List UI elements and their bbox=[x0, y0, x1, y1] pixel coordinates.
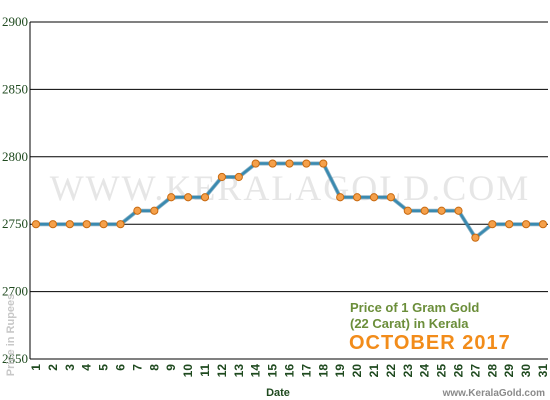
data-point bbox=[99, 220, 108, 229]
x-tick-label: 29 bbox=[502, 364, 516, 378]
x-tick-label: 6 bbox=[114, 364, 128, 371]
data-point bbox=[336, 193, 345, 202]
x-tick-label: 9 bbox=[164, 364, 178, 371]
data-point bbox=[522, 220, 531, 229]
series-layer bbox=[31, 159, 548, 242]
source-credit: www.KeralaGold.com bbox=[442, 388, 546, 399]
x-tick-label: 11 bbox=[198, 364, 212, 377]
chart-period: OCTOBER 2017 bbox=[349, 332, 511, 354]
x-tick-label: 22 bbox=[384, 364, 398, 378]
data-point bbox=[48, 220, 58, 229]
x-tick-label: 17 bbox=[299, 364, 313, 378]
x-tick-label: 5 bbox=[97, 364, 111, 371]
y-tick-label: 2650 bbox=[2, 351, 28, 366]
x-tick-label: 30 bbox=[519, 364, 533, 378]
data-point bbox=[369, 193, 379, 202]
data-point bbox=[31, 220, 41, 229]
x-tick-label: 20 bbox=[350, 364, 364, 378]
x-tick-label: 31 bbox=[536, 364, 550, 378]
x-tick-label: 27 bbox=[468, 364, 482, 378]
x-tick-label: 24 bbox=[418, 364, 432, 378]
y-tick-label: 2800 bbox=[2, 149, 28, 164]
data-point bbox=[403, 206, 412, 215]
data-point bbox=[319, 159, 328, 168]
x-tick-label: 23 bbox=[401, 364, 415, 378]
chart-title: Price of 1 Gram Gold bbox=[350, 300, 479, 315]
x-tick-label: 7 bbox=[130, 364, 144, 371]
data-point bbox=[234, 172, 243, 182]
watermark-text: WWW.KERALAGOLD.COM bbox=[50, 168, 531, 208]
y-tick-label: 2900 bbox=[2, 14, 28, 29]
data-point bbox=[505, 220, 514, 229]
data-point bbox=[538, 220, 548, 229]
y-tick-label: 2850 bbox=[2, 81, 28, 96]
x-tick-label: 19 bbox=[333, 364, 347, 378]
data-point bbox=[488, 220, 497, 229]
data-point bbox=[65, 220, 74, 229]
x-tick-label: 3 bbox=[63, 364, 77, 371]
x-tick-label: 28 bbox=[485, 364, 499, 378]
x-tick-label: 21 bbox=[367, 364, 381, 378]
data-point bbox=[82, 220, 91, 229]
y-tick-label: 2700 bbox=[2, 284, 28, 299]
x-tick-label: 18 bbox=[316, 364, 330, 378]
data-point bbox=[437, 206, 446, 215]
x-tick-label: 15 bbox=[266, 364, 280, 378]
data-point bbox=[116, 220, 125, 229]
data-point bbox=[184, 193, 193, 202]
x-axis-label: Date bbox=[266, 387, 290, 399]
data-point bbox=[133, 206, 142, 215]
data-point bbox=[302, 159, 311, 168]
data-point bbox=[200, 193, 210, 202]
data-point bbox=[268, 159, 277, 168]
x-tick-label: 13 bbox=[232, 364, 246, 378]
x-tick-label: 26 bbox=[452, 364, 466, 378]
data-point bbox=[217, 172, 226, 182]
data-point bbox=[150, 206, 159, 215]
chart-subtitle: (22 Carat) in Kerala bbox=[350, 316, 469, 331]
x-tick-label: 2 bbox=[46, 364, 60, 371]
data-point bbox=[167, 193, 176, 202]
x-tick-label: 10 bbox=[181, 364, 195, 378]
data-point bbox=[386, 193, 395, 202]
x-tick-label: 25 bbox=[435, 364, 449, 378]
x-tick-label: 14 bbox=[249, 364, 263, 378]
y-tick-label: 2750 bbox=[2, 216, 28, 231]
x-tick-label: 1 bbox=[29, 364, 43, 371]
x-tick-label: 16 bbox=[283, 364, 297, 378]
data-point bbox=[420, 206, 429, 215]
x-tick-label: 4 bbox=[80, 364, 94, 371]
x-tick-label: 8 bbox=[147, 364, 161, 371]
data-point bbox=[471, 233, 480, 242]
data-point bbox=[454, 206, 463, 215]
y-axis-label: Price in Rupees bbox=[5, 294, 17, 377]
data-point bbox=[285, 159, 294, 168]
data-point bbox=[353, 193, 362, 202]
data-point bbox=[251, 159, 260, 168]
x-tick-label: 12 bbox=[215, 364, 229, 378]
